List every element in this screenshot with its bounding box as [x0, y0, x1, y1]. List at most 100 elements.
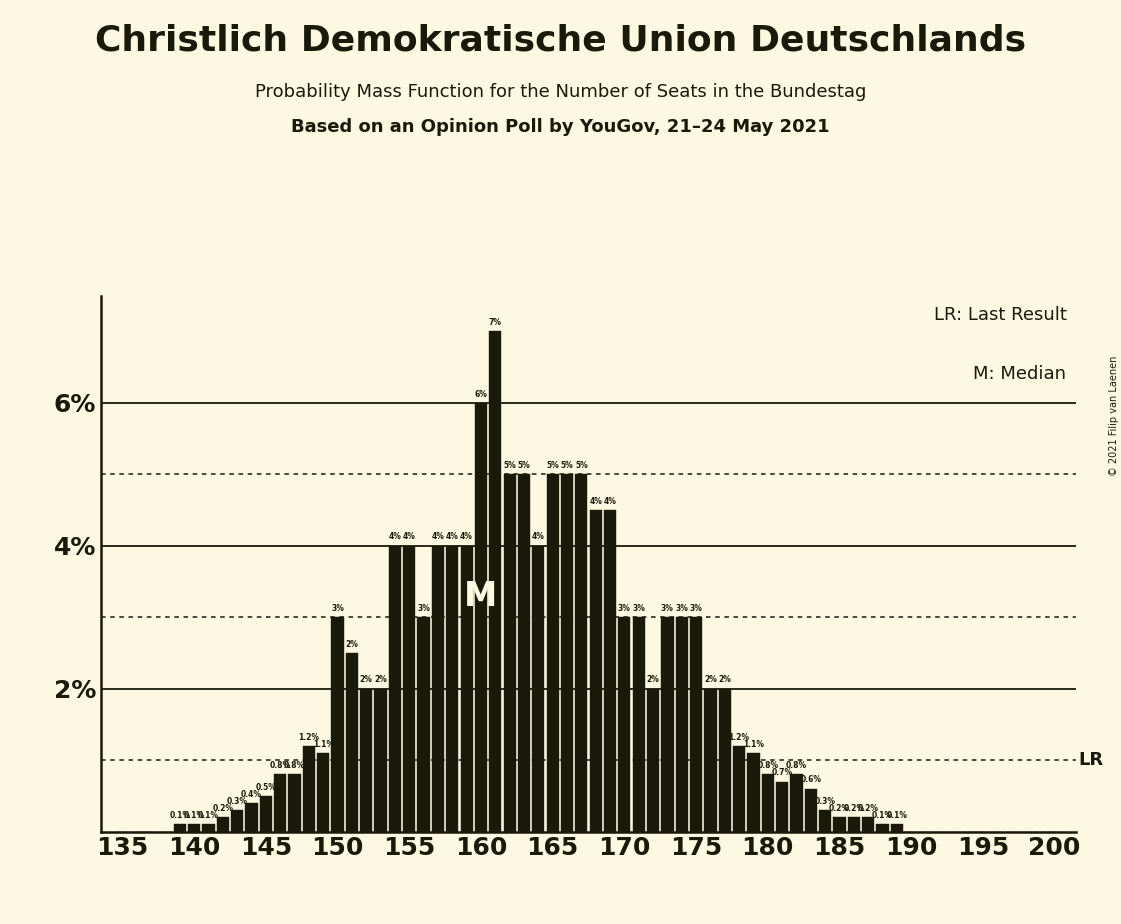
Bar — [532, 546, 545, 832]
Bar — [560, 474, 573, 832]
Text: 2%: 2% — [719, 675, 731, 685]
Bar — [446, 546, 458, 832]
Bar — [761, 774, 773, 832]
Bar — [417, 617, 429, 832]
Bar — [188, 824, 201, 832]
Text: 2%: 2% — [345, 639, 359, 649]
Bar — [518, 474, 530, 832]
Bar — [475, 403, 487, 832]
Text: 0.2%: 0.2% — [830, 804, 850, 813]
Text: M: Median: M: Median — [973, 365, 1066, 383]
Bar — [733, 746, 745, 832]
Text: 4%: 4% — [603, 497, 617, 505]
Text: 4%: 4% — [389, 532, 401, 541]
Bar — [790, 774, 803, 832]
Bar — [619, 617, 630, 832]
Bar — [704, 688, 716, 832]
Text: 5%: 5% — [503, 461, 516, 470]
Text: 5%: 5% — [546, 461, 559, 470]
Bar — [776, 782, 788, 832]
Bar — [274, 774, 286, 832]
Bar — [661, 617, 674, 832]
Bar — [575, 474, 587, 832]
Text: 4%: 4% — [402, 532, 416, 541]
Text: 0.4%: 0.4% — [241, 790, 262, 798]
Text: 0.1%: 0.1% — [887, 811, 907, 821]
Text: 0.1%: 0.1% — [198, 811, 219, 821]
Text: 5%: 5% — [560, 461, 573, 470]
Text: 0.7%: 0.7% — [771, 768, 793, 777]
Text: 0.3%: 0.3% — [226, 796, 248, 806]
Text: 0.8%: 0.8% — [786, 761, 807, 770]
Bar — [691, 617, 702, 832]
Bar — [345, 653, 358, 832]
Bar — [748, 753, 760, 832]
Text: Christlich Demokratische Union Deutschlands: Christlich Demokratische Union Deutschla… — [95, 23, 1026, 57]
Bar — [676, 617, 688, 832]
Text: 3%: 3% — [632, 604, 646, 613]
Bar — [647, 688, 659, 832]
Bar — [819, 810, 832, 832]
Text: 0.8%: 0.8% — [270, 761, 290, 770]
Text: 5%: 5% — [518, 461, 530, 470]
Text: 1.2%: 1.2% — [298, 733, 319, 742]
Text: Probability Mass Function for the Number of Seats in the Bundestag: Probability Mass Function for the Number… — [254, 83, 867, 101]
Text: 1.1%: 1.1% — [743, 740, 763, 748]
Text: 4%: 4% — [432, 532, 444, 541]
Bar — [231, 810, 243, 832]
Text: 2%: 2% — [704, 675, 716, 685]
Text: 0.3%: 0.3% — [815, 796, 835, 806]
Text: 3%: 3% — [675, 604, 688, 613]
Bar — [590, 510, 602, 832]
Text: 3%: 3% — [618, 604, 631, 613]
Bar — [719, 688, 731, 832]
Text: 0.2%: 0.2% — [843, 804, 864, 813]
Bar — [288, 774, 300, 832]
Text: 2%: 2% — [360, 675, 372, 685]
Text: 1.2%: 1.2% — [729, 733, 750, 742]
Text: 2%: 2% — [374, 675, 387, 685]
Bar — [632, 617, 645, 832]
Bar — [833, 818, 845, 832]
Text: Based on an Opinion Poll by YouGov, 21–24 May 2021: Based on an Opinion Poll by YouGov, 21–2… — [291, 118, 830, 136]
Text: 0.1%: 0.1% — [169, 811, 191, 821]
Text: 4%: 4% — [461, 532, 473, 541]
Text: 6%: 6% — [474, 390, 488, 398]
Text: 0.1%: 0.1% — [184, 811, 205, 821]
Bar — [503, 474, 516, 832]
Bar — [847, 818, 860, 832]
Text: 0.8%: 0.8% — [758, 761, 778, 770]
Text: 7%: 7% — [489, 318, 502, 327]
Text: 3%: 3% — [689, 604, 703, 613]
Text: 0.8%: 0.8% — [284, 761, 305, 770]
Bar — [374, 688, 387, 832]
Bar — [489, 332, 501, 832]
Bar — [877, 824, 889, 832]
Text: LR: Last Result: LR: Last Result — [934, 307, 1066, 324]
Text: 4%: 4% — [531, 532, 545, 541]
Bar — [174, 824, 186, 832]
Bar — [216, 818, 229, 832]
Bar — [805, 789, 817, 832]
Text: 0.2%: 0.2% — [858, 804, 879, 813]
Bar — [389, 546, 401, 832]
Bar — [862, 818, 874, 832]
Text: 5%: 5% — [575, 461, 587, 470]
Bar — [604, 510, 617, 832]
Bar — [432, 546, 444, 832]
Bar — [203, 824, 214, 832]
Text: 3%: 3% — [661, 604, 674, 613]
Text: LR: LR — [1078, 751, 1103, 769]
Text: © 2021 Filip van Laenen: © 2021 Filip van Laenen — [1109, 356, 1119, 476]
Bar — [245, 803, 258, 832]
Bar — [404, 546, 416, 832]
Text: 0.2%: 0.2% — [212, 804, 233, 813]
Text: M: M — [464, 580, 498, 613]
Text: 0.5%: 0.5% — [256, 783, 276, 792]
Bar — [317, 753, 330, 832]
Text: 0.1%: 0.1% — [872, 811, 893, 821]
Text: 1.1%: 1.1% — [313, 740, 334, 748]
Text: 0.6%: 0.6% — [800, 775, 822, 784]
Bar — [332, 617, 344, 832]
Text: 3%: 3% — [417, 604, 430, 613]
